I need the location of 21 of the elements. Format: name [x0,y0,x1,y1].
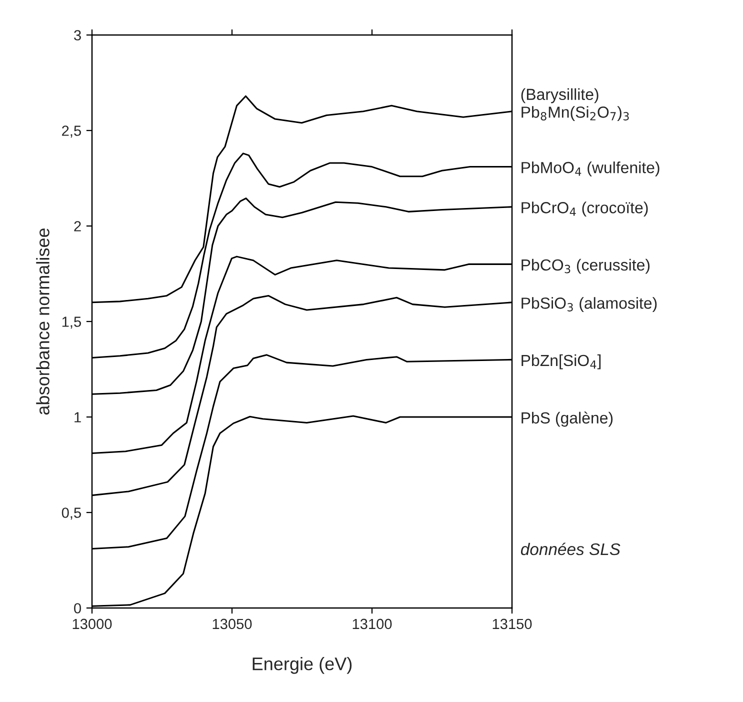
y-axis-title: absorbance normalisee [36,228,50,415]
y-tick-label: 2,5 [62,126,81,138]
x-axis-title: Energie (eV) [252,657,352,674]
y-tick-label: 2 [74,221,81,232]
y-tick-label: 3 [74,30,81,40]
text: (Barysillite) Pb$_{8}$Mn(Si$_{2}$O$_{7}$)$_{3}$ [521,88,629,121]
series-label: PbCO$_{3}$ (cerussite) [522,258,650,274]
x-tick-label: 13100 [352,618,392,630]
series-label: PbZn[SiO$_{4}$] [522,354,601,370]
series-label: PbSiO$_{3}$ (alamosite) [522,297,657,312]
y-tick-label: 0 [74,603,82,614]
x-tick-label: 13050 [212,618,252,630]
x-tick-label: 13150 [492,618,532,630]
y-tick-label: 1 [74,412,81,422]
series-label: PbCrO$_{4}$ (crocoïte) [522,202,648,216]
series-label: PbS (galène) [522,412,613,427]
series-label: PbMoO$_{4}$ (wulfenite) [522,162,660,176]
x-tick-label: 13000 [72,618,112,630]
text: données SLS [520,542,620,556]
y-tick-label: 1,5 [62,316,81,329]
y-tick-label: 0,5 [62,508,81,520]
